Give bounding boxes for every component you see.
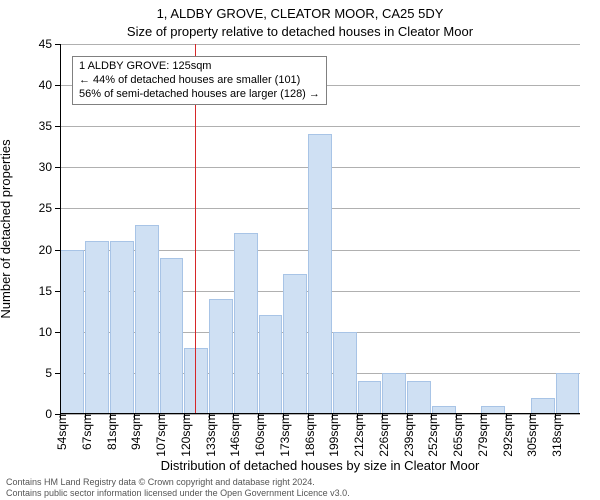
histogram-bar: [358, 381, 382, 414]
histogram-bar: [110, 241, 134, 414]
histogram-bar: [333, 332, 357, 414]
xtick-mark: [407, 414, 408, 419]
gridline: [60, 44, 580, 45]
xtick-mark: [60, 414, 61, 419]
footnote: Contains HM Land Registry data © Crown c…: [6, 477, 350, 498]
histogram-bar: [556, 373, 580, 414]
xtick-label: 265sqm: [447, 414, 465, 457]
histogram-bar: [283, 274, 307, 414]
xtick-label: 318sqm: [546, 414, 564, 457]
histogram-bar: [531, 398, 555, 414]
xtick-label: 305sqm: [521, 414, 539, 457]
histogram-bar: [160, 258, 184, 414]
xtick-label: 160sqm: [249, 414, 267, 457]
xtick-label: 94sqm: [125, 414, 143, 450]
xtick-label: 173sqm: [274, 414, 292, 457]
ytick-mark: [55, 85, 60, 86]
xtick-mark: [481, 414, 482, 419]
xtick-label: 133sqm: [200, 414, 218, 457]
ytick-mark: [55, 373, 60, 374]
footnote-line-2: Contains public sector information licen…: [6, 488, 350, 498]
ytick-mark: [55, 250, 60, 251]
annotation-line-1: 1 ALDBY GROVE: 125sqm: [79, 60, 320, 74]
xtick-label: 54sqm: [51, 414, 69, 450]
x-axis-title: Distribution of detached houses by size …: [60, 458, 580, 473]
xtick-label: 120sqm: [175, 414, 193, 457]
xtick-mark: [134, 414, 135, 419]
xtick-label: 292sqm: [497, 414, 515, 457]
xtick-label: 212sqm: [348, 414, 366, 457]
histogram-bar: [308, 134, 332, 414]
xtick-label: 199sqm: [323, 414, 341, 457]
histogram-bar: [234, 233, 258, 414]
ytick-mark: [55, 208, 60, 209]
xtick-mark: [357, 414, 358, 419]
xtick-mark: [506, 414, 507, 419]
xtick-mark: [258, 414, 259, 419]
figure: 1, ALDBY GROVE, CLEATOR MOOR, CA25 5DY S…: [0, 0, 600, 500]
histogram-bar: [382, 373, 406, 414]
xtick-label: 186sqm: [299, 414, 317, 457]
xtick-mark: [283, 414, 284, 419]
xtick-label: 226sqm: [373, 414, 391, 457]
xtick-mark: [456, 414, 457, 419]
annotation-line-2: ← 44% of detached houses are smaller (10…: [79, 74, 320, 88]
xtick-label: 239sqm: [398, 414, 416, 457]
xtick-mark: [431, 414, 432, 419]
footnote-line-1: Contains HM Land Registry data © Crown c…: [6, 477, 350, 487]
y-axis-line: [60, 44, 61, 414]
xtick-mark: [530, 414, 531, 419]
xtick-mark: [233, 414, 234, 419]
xtick-mark: [159, 414, 160, 419]
xtick-label: 81sqm: [101, 414, 119, 450]
xtick-mark: [110, 414, 111, 419]
gridline: [60, 126, 580, 127]
ytick-mark: [55, 332, 60, 333]
ytick-mark: [55, 44, 60, 45]
xtick-mark: [555, 414, 556, 419]
histogram-bar: [259, 315, 283, 414]
xtick-label: 279sqm: [472, 414, 490, 457]
xtick-mark: [209, 414, 210, 419]
xtick-mark: [184, 414, 185, 419]
y-axis-title: Number of detached properties: [0, 44, 18, 414]
title-sub: Size of property relative to detached ho…: [0, 24, 600, 39]
xtick-mark: [382, 414, 383, 419]
ytick-mark: [55, 291, 60, 292]
histogram-bar: [85, 241, 109, 414]
title-main: 1, ALDBY GROVE, CLEATOR MOOR, CA25 5DY: [0, 6, 600, 21]
xtick-mark: [85, 414, 86, 419]
xtick-label: 67sqm: [76, 414, 94, 450]
xtick-label: 107sqm: [150, 414, 168, 457]
xtick-label: 252sqm: [422, 414, 440, 457]
annotation-box: 1 ALDBY GROVE: 125sqm ← 44% of detached …: [72, 56, 327, 105]
ytick-mark: [55, 126, 60, 127]
histogram-bar: [209, 299, 233, 414]
annotation-line-3: 56% of semi-detached houses are larger (…: [79, 88, 320, 102]
xtick-mark: [308, 414, 309, 419]
xtick-mark: [332, 414, 333, 419]
ytick-mark: [55, 167, 60, 168]
histogram-bar: [135, 225, 159, 414]
histogram-bar: [60, 250, 84, 414]
xtick-label: 146sqm: [224, 414, 242, 457]
histogram-bar: [407, 381, 431, 414]
